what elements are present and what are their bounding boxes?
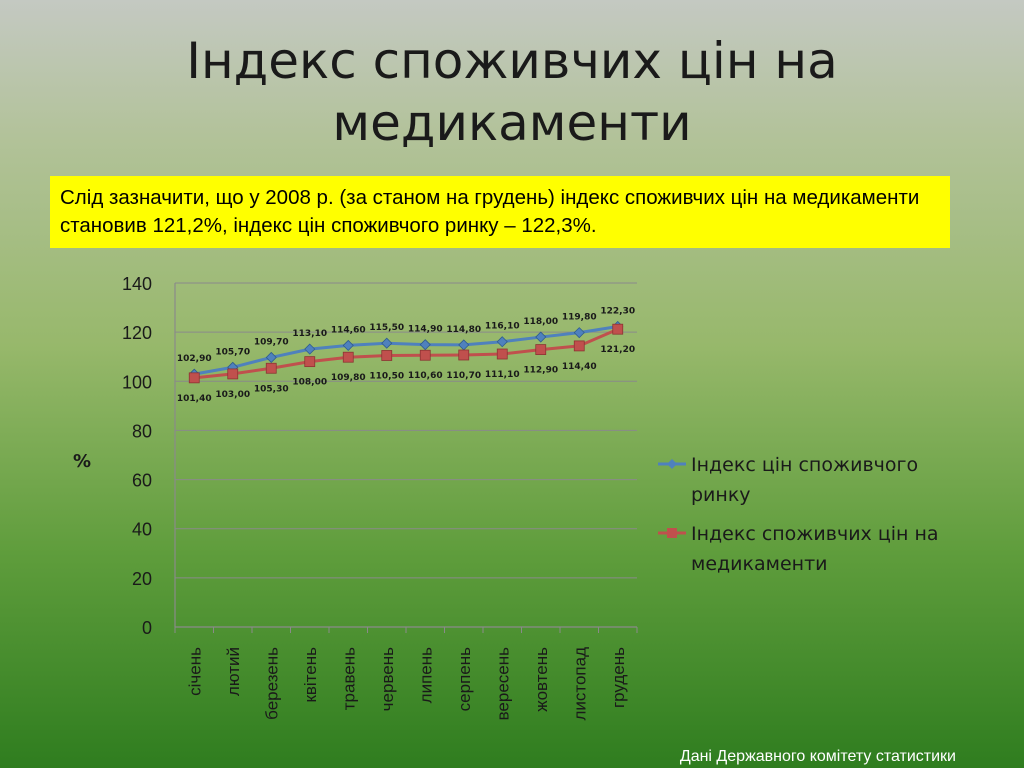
y-tick-label: 40 — [132, 520, 152, 540]
legend-entry-label: ринку — [691, 484, 751, 506]
note-box: Слід зазначити, що у 2008 р. (за станом … — [50, 176, 950, 248]
source-note: Дані Державного комітету статистики — [679, 748, 956, 765]
data-point — [265, 351, 277, 364]
series-line — [193, 325, 618, 376]
data-label: 101,40 — [177, 394, 212, 404]
data-point — [458, 349, 470, 361]
slide-title: Індекс споживчих цін на медикаменти — [0, 30, 1024, 154]
data-label: 112,90 — [523, 366, 558, 376]
data-label: 105,30 — [254, 384, 289, 394]
data-point — [304, 343, 316, 355]
data-point — [496, 348, 508, 360]
data-label: 108,00 — [292, 378, 327, 388]
x-category-label: квітень — [301, 647, 320, 703]
data-label: 114,90 — [408, 325, 443, 335]
slide-title-line-2: медикаменти — [332, 94, 692, 152]
data-label: 121,20 — [600, 345, 635, 355]
x-category-label: травень — [339, 647, 358, 710]
data-point — [419, 339, 431, 351]
y-tick-label: 20 — [132, 569, 152, 589]
y-axis-label: % — [73, 451, 91, 472]
data-label: 109,80 — [331, 373, 366, 383]
y-tick-label: 120 — [122, 323, 152, 343]
x-category-label: жовтень — [532, 647, 551, 712]
data-point — [304, 356, 316, 368]
data-point — [573, 327, 585, 339]
data-point — [612, 323, 624, 335]
y-tick-label: 140 — [122, 274, 152, 294]
y-tick-label: 0 — [142, 618, 152, 638]
data-point — [496, 336, 508, 348]
data-label: 113,10 — [292, 329, 327, 339]
legend-marker — [667, 528, 677, 538]
data-point — [265, 362, 277, 374]
series-line — [194, 327, 619, 380]
data-label: 114,80 — [446, 325, 481, 335]
data-point — [535, 344, 547, 355]
y-tick-label: 80 — [132, 421, 152, 441]
x-category-label: грудень — [609, 647, 628, 708]
y-tick-label: 100 — [122, 372, 152, 392]
y-tick-label: 60 — [132, 471, 152, 491]
data-point — [342, 351, 354, 363]
x-category-label: вересень — [493, 647, 512, 721]
legend-marker — [667, 459, 677, 469]
x-category-label: березень — [262, 647, 281, 720]
x-category-label: липень — [416, 647, 435, 703]
data-label: 118,00 — [523, 317, 558, 327]
data-label: 111,10 — [485, 370, 520, 380]
data-point — [342, 339, 354, 351]
x-category-label: листопад — [570, 647, 589, 721]
data-label: 110,70 — [446, 371, 481, 381]
data-label: 114,40 — [562, 362, 597, 372]
slide-title-line-1: Індекс споживчих цін на — [186, 32, 838, 90]
data-label: 122,30 — [600, 306, 635, 316]
data-point — [535, 331, 547, 343]
data-label: 103,00 — [215, 390, 250, 400]
legend-entry-label: медикаменти — [691, 553, 828, 575]
data-label: 110,60 — [408, 371, 443, 381]
data-point — [458, 339, 470, 351]
data-point — [381, 350, 393, 361]
data-label: 102,90 — [177, 354, 212, 364]
x-category-label: червень — [378, 647, 397, 711]
data-label: 105,70 — [215, 347, 250, 357]
data-label: 114,60 — [331, 325, 366, 335]
data-label: 116,10 — [485, 322, 520, 332]
data-label: 110,50 — [369, 371, 404, 381]
x-category-label: січень — [185, 647, 204, 696]
data-point — [381, 337, 393, 349]
data-point — [188, 372, 200, 384]
data-label: 119,80 — [562, 313, 597, 323]
data-point — [227, 368, 239, 380]
legend-entry-label: Індекс споживчих цін на — [691, 523, 939, 545]
data-label: 115,50 — [369, 323, 404, 333]
data-label: 109,70 — [254, 337, 289, 347]
legend-entry-label: Індекс цін споживчого — [691, 454, 918, 476]
data-point — [573, 340, 585, 352]
x-category-label: серпень — [455, 647, 474, 711]
data-point — [419, 349, 431, 361]
x-category-label: лютий — [224, 647, 243, 696]
